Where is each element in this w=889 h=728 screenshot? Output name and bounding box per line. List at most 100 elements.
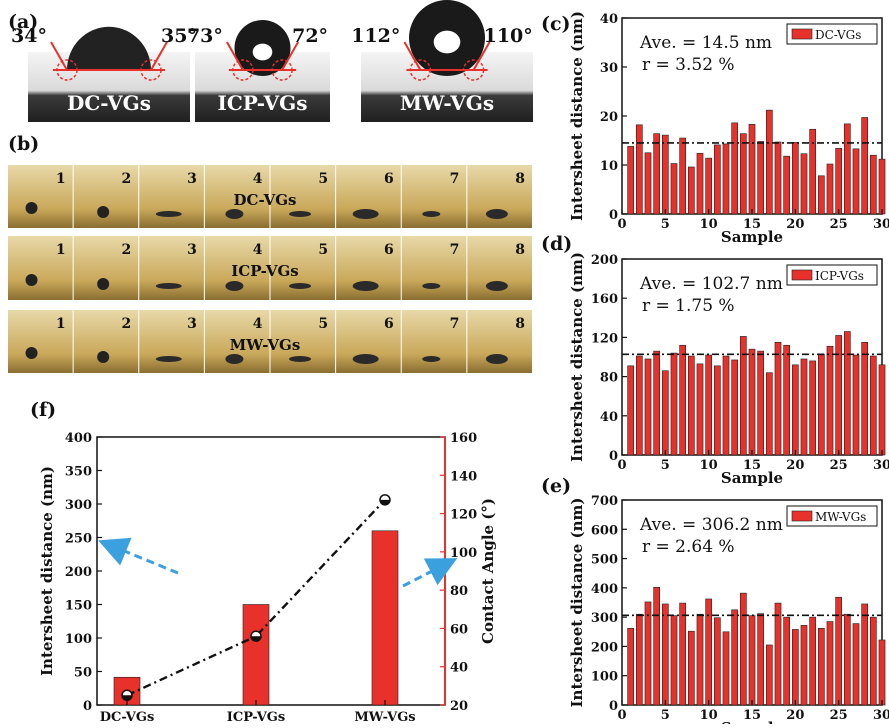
frame-number: 6 [384,242,394,258]
droplet [225,281,244,291]
y-tick-label: 0 [83,699,92,714]
panel-a-label: (a) [8,11,38,33]
x-tick-label: 25 [830,708,848,723]
y2-tick-label: 40 [450,661,468,676]
frame-number: 1 [56,171,66,187]
y-tick-label: 80 [600,371,618,386]
right-axis-arrow [402,558,458,588]
frame-number: 2 [122,171,132,187]
frame-number: 7 [450,242,460,258]
x-axis-label: Sample [721,469,783,487]
y-tick-label: 0 [609,208,618,223]
angle-right-label: 110° [484,25,533,47]
bar [635,355,643,456]
bar [687,355,695,456]
bar [653,586,661,706]
panel-d-label: (d) [541,233,572,255]
frame-photo [139,310,204,373]
y2-tick-label: 80 [450,584,468,599]
bar [861,603,869,706]
x-tick-label: 10 [700,458,718,473]
bar [705,157,713,215]
bar [670,615,678,706]
contact-circle-right [462,59,485,81]
legend-label: MW-VGs [815,510,866,524]
legend-swatch [791,269,813,281]
x-tick-label: 20 [786,458,804,473]
x-tick-label: 5 [661,708,670,723]
droplet [289,283,312,289]
r-annotation: r = 3.52 % [642,55,735,75]
panel-b-label: (b) [8,133,39,155]
bar [843,123,851,215]
x-tick-label: 15 [743,217,761,232]
droplet [25,202,38,214]
chart-e: 0510152025300100200300400500600700Sample… [568,494,889,728]
x-tick-label: 5 [661,217,670,232]
frame-photo [270,236,336,300]
y-tick-label: 30 [600,61,618,76]
bar [774,341,782,456]
bar [722,631,730,706]
droplet [97,206,110,218]
frame-photo [8,165,73,228]
contact-circle-left [232,59,254,81]
bar [242,604,270,706]
bar [843,331,851,456]
x-tick-label: 15 [743,458,761,473]
photo-label: MW-VGs [400,91,494,115]
droplet [422,211,441,217]
bar [679,602,687,706]
y-tick-label: 40 [600,410,618,425]
bar [852,148,860,215]
bar [826,163,834,215]
droplet [25,347,38,359]
y-tick-label: 100 [591,670,618,685]
y-tick-label: 300 [591,611,618,626]
angle-left-label: 34° [11,25,47,47]
bar [731,609,739,706]
bar [774,602,782,706]
bar [835,596,843,706]
frame-photo [73,310,139,373]
x-tick-label: 25 [830,458,848,473]
x-tick-label: 0 [617,217,626,232]
x-tick-label: 15 [743,708,761,723]
bar [653,350,661,456]
bar [817,175,825,215]
bar [809,128,817,215]
y-tick-label: 120 [591,331,618,346]
bar [765,644,773,706]
bar [791,364,799,456]
tangent-right-line [281,41,299,71]
bar [670,352,678,456]
y-axis-label: Intersheet distance (nm) [38,466,56,676]
bar [861,341,869,456]
y2-tick-label: 60 [450,622,468,637]
frame-photo [401,236,467,300]
x-tick-label: ICP-VGs [227,710,285,724]
bar [371,530,399,706]
y-tick-label: 700 [591,494,618,509]
contact-circle-left [56,59,78,81]
x-axis-label: Sample [721,719,783,724]
bar [644,601,652,706]
bar [774,141,782,215]
x-tick-label: 30 [873,708,889,723]
bar [661,370,669,456]
bar [635,124,643,215]
y2-axis-label: Contact Angle (°) [479,498,497,644]
bar [635,613,643,706]
frame-photo [401,165,467,228]
y-tick-label: 0 [609,449,618,464]
frame-number: 3 [187,316,197,332]
y-tick-label: 20 [600,110,618,125]
droplet [97,278,110,290]
average-annotation: Ave. = 14.5 nm [639,33,772,53]
bar [809,360,817,456]
y-tick-label: 40 [600,12,618,27]
frame-number: 3 [187,171,197,187]
y-tick-label: 200 [591,253,618,268]
droplet [352,281,379,291]
y2-tick-label: 20 [450,699,468,714]
